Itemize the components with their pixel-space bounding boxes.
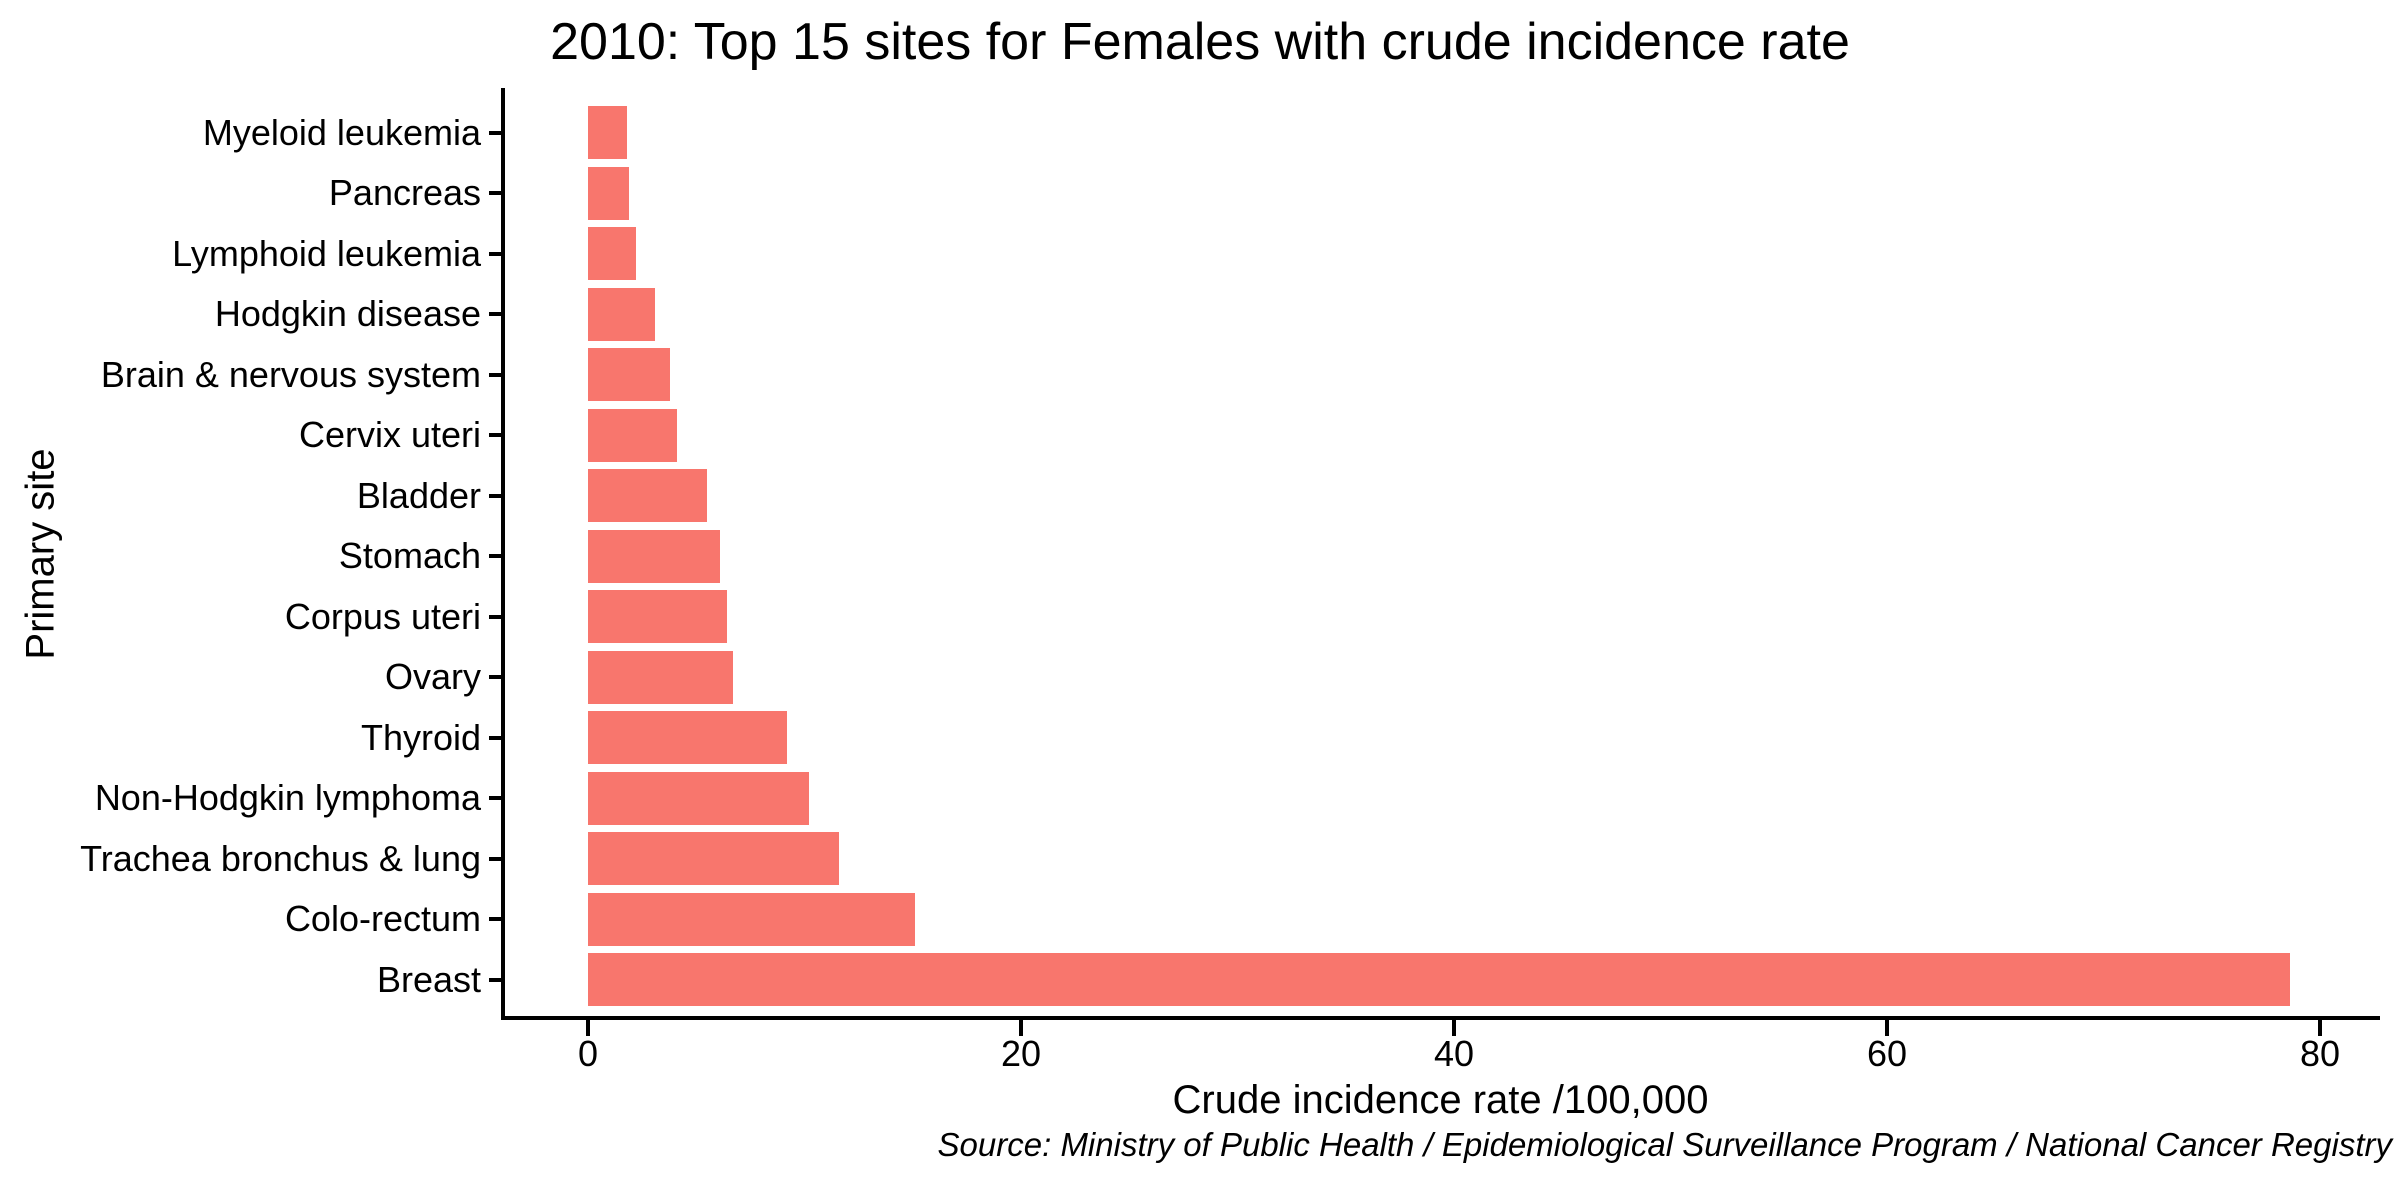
x-tick (586, 1020, 590, 1036)
x-tick (1885, 1020, 1889, 1036)
y-tick (489, 493, 501, 498)
bar-brain-nervous-system (588, 348, 671, 401)
category-label-bladder: Bladder (356, 474, 481, 516)
bar-lymphoid-leukemia (588, 227, 636, 280)
y-tick (489, 796, 501, 800)
x-tick-label: 80 (2299, 1033, 2341, 1074)
category-label-trachea-bronchus-lung: Trachea bronchus & lung (80, 837, 481, 879)
y-tick (489, 614, 501, 619)
category-label-stomach: Stomach (338, 535, 481, 576)
bar-bladder (588, 469, 708, 522)
bar-hodgkin-disease (588, 287, 656, 341)
y-tick (489, 312, 501, 316)
bar-thyroid (588, 711, 788, 764)
bar-cervix-uteri (588, 408, 677, 462)
y-tick (489, 917, 501, 921)
category-label-thyroid: Thyroid (360, 716, 481, 758)
y-tick (489, 130, 501, 135)
y-tick (489, 251, 501, 256)
x-axis-line (501, 1016, 2380, 1020)
category-label-corpus-uteri: Corpus uteri (284, 595, 481, 637)
y-tick (489, 372, 501, 377)
category-label-brain-nervous-system: Brain & nervous system (100, 353, 481, 395)
bar-trachea-bronchus-lung (588, 832, 840, 885)
category-label-cervix-uteri: Cervix uteri (298, 414, 481, 455)
bar-breast (588, 953, 2290, 1006)
bar-pancreas (588, 166, 630, 220)
x-axis-title: Crude incidence rate /100,000 (1172, 1078, 1709, 1122)
y-tick (489, 735, 501, 740)
x-tick (2318, 1020, 2322, 1036)
bar-myeloid-leukemia (588, 106, 627, 159)
bar-stomach (588, 529, 721, 583)
y-tick (489, 554, 501, 558)
category-label-ovary: Ovary (384, 656, 481, 697)
category-label-non-hodgkin-lymphoma: Non-Hodgkin lymphoma (94, 777, 481, 818)
bar-colo-rectum (588, 892, 915, 946)
chart-title: 2010: Top 15 sites for Females with crud… (550, 13, 1850, 71)
y-tick (489, 191, 501, 195)
x-tick-label: 20 (1000, 1033, 1042, 1074)
category-label-pancreas: Pancreas (328, 172, 481, 213)
category-label-lymphoid-leukemia: Lymphoid leukemia (172, 232, 481, 274)
x-tick-label: 0 (577, 1033, 599, 1074)
y-tick (489, 675, 501, 679)
source-caption: Source: Ministry of Public Health / Epid… (937, 1126, 2392, 1163)
x-tick (1452, 1020, 1456, 1036)
x-tick (1019, 1020, 1023, 1036)
category-label-hodgkin-disease: Hodgkin disease (214, 293, 481, 334)
x-tick-label: 40 (1433, 1033, 1475, 1074)
category-label-breast: Breast (376, 958, 481, 1000)
y-tick (489, 433, 501, 437)
x-tick-label: 60 (1866, 1033, 1908, 1074)
y-tick (489, 977, 501, 982)
y-tick (489, 856, 501, 861)
category-label-colo-rectum: Colo-rectum (284, 898, 481, 939)
y-axis-line (501, 88, 505, 1020)
bar-non-hodgkin-lymphoma (588, 771, 809, 825)
bar-corpus-uteri (588, 590, 727, 643)
category-label-myeloid-leukemia: Myeloid leukemia (202, 111, 481, 153)
bar-ovary (588, 650, 734, 704)
